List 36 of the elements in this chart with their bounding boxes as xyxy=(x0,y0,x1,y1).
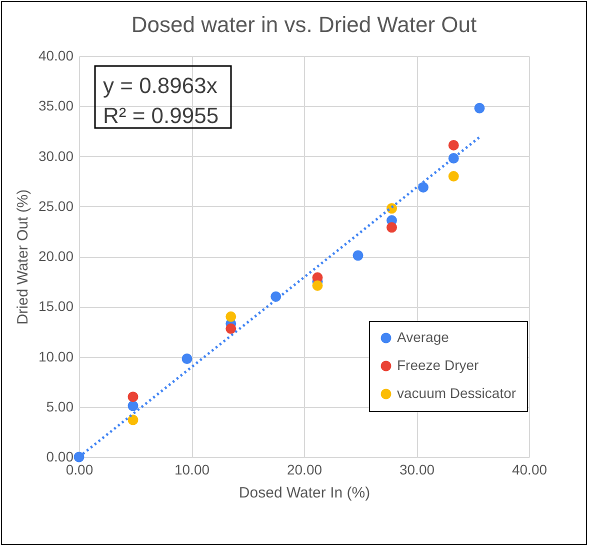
legend-label: Average xyxy=(397,329,450,345)
point xyxy=(386,222,397,233)
point xyxy=(74,452,84,462)
y-tick-label: 10.00 xyxy=(38,348,74,364)
point xyxy=(352,250,364,261)
y-tick-label: 15.00 xyxy=(38,298,74,314)
y-tick-label: 25.00 xyxy=(38,198,74,214)
legend-label: Freeze Dryer xyxy=(397,357,480,373)
point xyxy=(474,102,485,114)
point xyxy=(448,140,459,150)
x-tick-label: 0.00 xyxy=(66,462,94,478)
chart-title: Dosed water in vs. Dried Water Out xyxy=(131,12,477,37)
y-tick-label: 35.00 xyxy=(38,98,74,114)
point xyxy=(418,182,428,193)
x-axis-title: Dosed Water In (%) xyxy=(238,484,370,502)
annotation: y = 0.8963x xyxy=(103,73,218,98)
y-tick-label: 40.00 xyxy=(38,48,74,64)
point xyxy=(226,311,236,322)
point xyxy=(128,392,138,402)
y-tick-label: 0.00 xyxy=(46,448,74,464)
x-tick-label: 10.00 xyxy=(174,462,210,478)
x-tick-label: 40.00 xyxy=(512,462,548,478)
legend-label: vacuum Dessicator xyxy=(397,385,516,401)
y-tick-label: 20.00 xyxy=(38,248,74,264)
x-tick-label: 30.00 xyxy=(399,462,435,478)
point xyxy=(448,171,459,182)
point xyxy=(182,354,192,364)
point xyxy=(226,323,236,334)
point xyxy=(128,414,138,426)
y-tick-label: 30.00 xyxy=(38,148,74,164)
x-tick-label: 20.00 xyxy=(286,462,322,478)
y-tick-label: 5.00 xyxy=(46,398,74,414)
y-axis-title: Dried Water Out (%) xyxy=(14,189,32,325)
point xyxy=(312,280,323,291)
point xyxy=(128,400,138,412)
annotation: R² = 0.9955 xyxy=(103,103,219,128)
